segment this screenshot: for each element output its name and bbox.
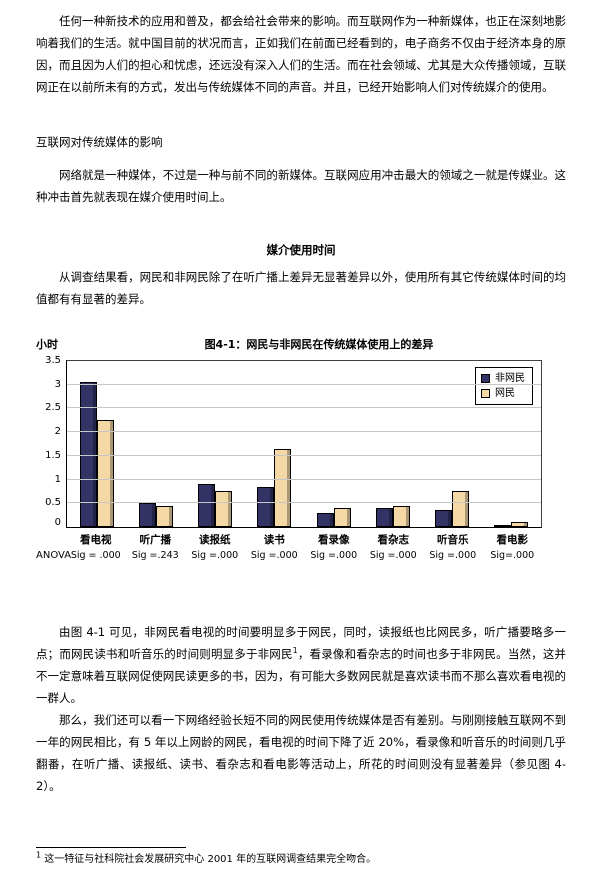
y-tick-label: 3 xyxy=(54,378,61,390)
paragraph-media: 网络就是一种媒体，不过是一种与前不同的新媒体。互联网应用冲击最大的领域之一就是传… xyxy=(36,168,566,204)
bar xyxy=(452,491,470,527)
x-category-label: 读报纸 xyxy=(199,534,231,546)
gridline xyxy=(67,502,541,504)
sig-value-label: Sig =.243 xyxy=(131,550,179,561)
bar xyxy=(274,448,292,527)
sig-labels: Sig = .000 Sig =.243 Sig =.000 Sig =.000 Sig… xyxy=(66,550,542,561)
y-axis: 0 0.5 1 1.5 2 2.5 3 3.5 xyxy=(36,356,66,528)
figure-4-1: 小时 图4-1：网民与非网民在传统媒体使用上的差异 0 0.5 1 1.5 2 2.5 3 3… xyxy=(36,336,542,561)
bar xyxy=(138,503,156,527)
chart-body: 0 0.5 1 1.5 2 2.5 3 3.5 非网民 网民 xyxy=(36,356,542,528)
paragraph-intro: 任何一种新技术的应用和普及，都会给社会带来的影响。而互联网作为一种新媒体，也正在… xyxy=(36,14,566,94)
paragraph-experience: 那么，我们还可以看一下网络经验长短不同的网民使用传统媒体是否有差别。与刚刚接触互… xyxy=(36,713,566,793)
bar-group xyxy=(245,448,304,527)
paragraph-analysis: 由图 4-1 可见，非网民看电视的时间要明显多于网民，同时，读报纸也比网民多，听… xyxy=(36,621,566,709)
x-category-label: 看电影 xyxy=(496,534,529,546)
bar-group xyxy=(67,382,126,527)
subsection-heading-media-time: 媒介使用时间 xyxy=(266,243,336,257)
section-heading: 互联网对传统媒体的影响 xyxy=(36,135,163,149)
footnote-reference: 1 xyxy=(292,646,298,656)
y-tick-label: 0.5 xyxy=(45,497,61,509)
bar xyxy=(494,525,512,527)
x-category-label: 看杂志 xyxy=(377,534,410,546)
bar-group xyxy=(482,522,541,527)
bar xyxy=(375,508,393,527)
bar xyxy=(333,508,351,527)
legend-label: 网民 xyxy=(495,388,515,399)
bar xyxy=(435,510,453,527)
bar xyxy=(392,505,410,527)
sig-value-label: Sig = .000 xyxy=(70,550,121,561)
bar xyxy=(155,505,173,527)
anova-row: ANOVA Sig = .000 Sig =.243 Sig =.000 Sig =.… xyxy=(36,550,542,561)
footnote: 1 这一特征与社科院社会发展研究中心 2001 年的互联网调查结果完全吻合。 xyxy=(36,847,566,867)
legend-swatch-non-netizen xyxy=(481,374,490,383)
y-tick-label: 1.5 xyxy=(45,449,61,461)
chart-title: 图4-1：网民与非网民在传统媒体使用上的差异 xyxy=(204,338,434,351)
footnote-divider xyxy=(36,847,186,848)
y-tick-label: 1 xyxy=(54,473,61,485)
bar xyxy=(511,522,529,527)
y-axis-label: 小时 xyxy=(36,338,58,351)
y-tick-label: 0 xyxy=(54,517,61,528)
bar xyxy=(96,420,114,527)
footnote-marker: 1 xyxy=(36,850,42,860)
gridline xyxy=(67,454,541,456)
figure-header: 小时 图4-1：网民与非网民在传统媒体使用上的差异 xyxy=(36,336,542,352)
footnote-body: 这一特征与社科院社会发展研究中心 2001 年的互联网调查结果完全吻合。 xyxy=(44,854,377,865)
legend-label: 非网民 xyxy=(495,373,525,384)
bar xyxy=(79,382,97,527)
y-tick-label: 2.5 xyxy=(45,402,61,414)
bar xyxy=(198,484,216,527)
legend-item-non-netizen: 非网民 xyxy=(481,371,525,386)
y-tick-label: 3.5 xyxy=(45,355,61,366)
y-tick-label: 2 xyxy=(54,426,61,438)
gridline xyxy=(67,383,541,385)
x-category-label: 读书 xyxy=(263,534,285,546)
x-category-label: 听广播 xyxy=(139,534,172,546)
bar xyxy=(316,512,334,527)
gridline xyxy=(67,431,541,433)
bar-series xyxy=(67,361,541,527)
sig-value-label: Sig=.000 xyxy=(490,550,535,561)
chart-legend: 非网民 网民 xyxy=(475,367,533,405)
sig-value-label: Sig =.000 xyxy=(429,550,477,561)
plot-area: 非网民 网民 xyxy=(66,360,542,528)
paragraph-analysis-text: 由图 4-1 可见，非网民看电视的时间要明显多于网民，同时，读报纸也比网民多，听… xyxy=(36,625,566,661)
bar-group xyxy=(304,508,363,527)
gridline xyxy=(67,478,541,480)
x-axis-spacer xyxy=(36,532,66,547)
bar-group xyxy=(423,491,482,527)
gridline xyxy=(67,407,541,409)
sig-value-label: Sig =.000 xyxy=(191,550,239,561)
x-axis-categories: 看电视 听广播 读报纸 读书 看录像 看杂志 听音乐 看电影 xyxy=(36,532,542,547)
bar-group xyxy=(363,505,422,527)
x-category-label: 看电视 xyxy=(80,534,112,546)
anova-label: ANOVA xyxy=(36,550,72,561)
x-category-label: 看录像 xyxy=(318,534,350,546)
category-labels: 看电视 听广播 读报纸 读书 看录像 看杂志 听音乐 看电影 xyxy=(66,532,542,547)
sig-value-label: Sig =.000 xyxy=(369,550,417,561)
bar-group xyxy=(126,503,185,527)
sig-value-label: Sig =.000 xyxy=(310,550,358,561)
bar-group xyxy=(186,484,245,527)
sig-value-label: Sig =.000 xyxy=(250,550,298,561)
legend-swatch-netizen xyxy=(481,389,490,398)
x-category-label: 听音乐 xyxy=(437,534,469,546)
legend-item-netizen: 网民 xyxy=(481,386,525,401)
bar xyxy=(257,486,275,527)
paragraph-survey: 从调查结果看，网民和非网民除了在听广播上差异无显著差异以外，使用所有其它传统媒体… xyxy=(36,270,566,306)
bar xyxy=(215,491,233,527)
footnote-text: 1 这一特征与社科院社会发展研究中心 2001 年的互联网调查结果完全吻合。 xyxy=(36,850,566,867)
paragraph-analysis-text: ，看录像和看杂志的时间也多于非网民。当然，这并不一定意味着互联网促使网民读更多的… xyxy=(36,647,567,705)
